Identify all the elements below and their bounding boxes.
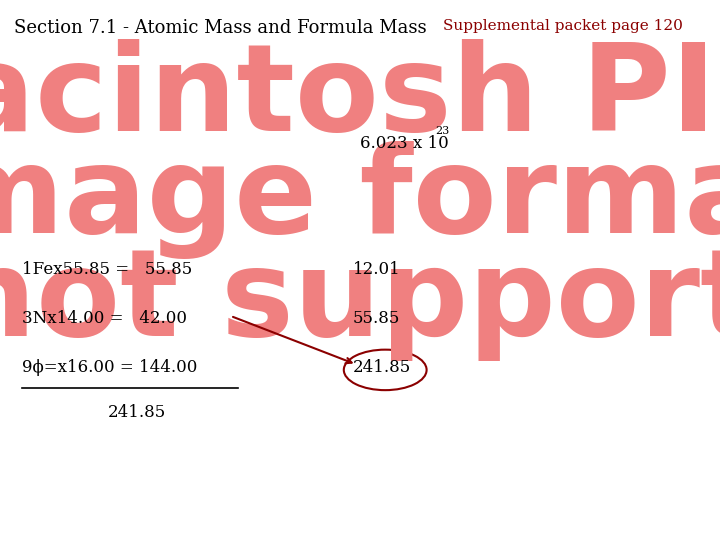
Text: Macintosh PICT: Macintosh PICT — [0, 39, 720, 156]
Text: is not supported: is not supported — [0, 244, 720, 361]
Text: 241.85: 241.85 — [353, 359, 411, 376]
Text: 3Nx14.00 =   42.00: 3Nx14.00 = 42.00 — [22, 310, 186, 327]
Text: 9ϕ=x16.00 = 144.00: 9ϕ=x16.00 = 144.00 — [22, 359, 197, 376]
Text: 55.85: 55.85 — [353, 310, 400, 327]
Text: 12.01: 12.01 — [353, 261, 400, 279]
Text: 6.023 x 10: 6.023 x 10 — [360, 134, 449, 152]
Text: Supplemental packet page 120: Supplemental packet page 120 — [443, 19, 683, 33]
Text: 1Fex55.85 =   55.85: 1Fex55.85 = 55.85 — [22, 261, 192, 279]
Text: 23: 23 — [436, 126, 450, 136]
Text: image format: image format — [0, 141, 720, 259]
Text: Section 7.1 - Atomic Mass and Formula Mass: Section 7.1 - Atomic Mass and Formula Ma… — [14, 19, 427, 37]
Text: 241.85: 241.85 — [108, 403, 166, 421]
